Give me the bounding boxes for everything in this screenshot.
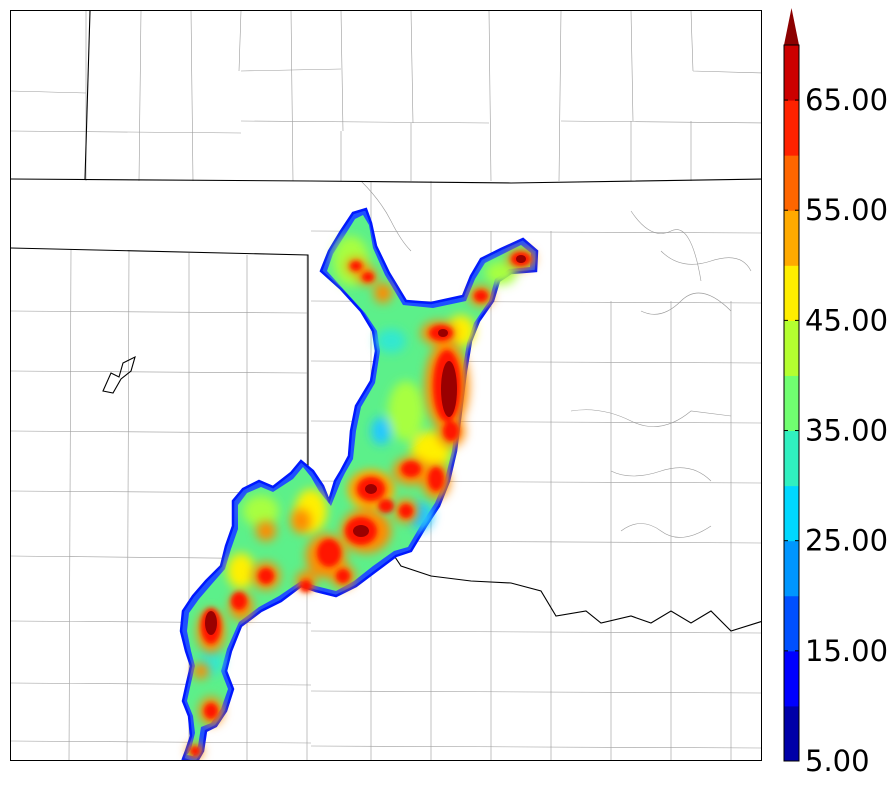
colorbar-band <box>784 265 799 321</box>
colorbar-tick-label: 5.00 <box>805 744 870 778</box>
colorbar-frame <box>783 44 800 762</box>
colorbar-band <box>784 540 799 597</box>
colorbar-ticks: 5.00 15.00 25.00 35.00 45.00 55.00 65.00 <box>784 83 888 778</box>
colorbar-bands <box>784 45 799 762</box>
colorbar-band <box>784 210 799 266</box>
map-panel <box>10 10 762 761</box>
colorbar-band <box>784 375 799 432</box>
colorbar-tick-label: 55.00 <box>805 193 888 227</box>
colorbar-band <box>784 320 799 376</box>
colorbar-band <box>784 595 799 652</box>
colorbar-tick-label: 35.00 <box>805 414 888 448</box>
colorbar-tick-label: 65.00 <box>805 83 888 117</box>
reflectivity-field <box>179 207 539 760</box>
colorbar-band <box>784 705 799 762</box>
colorbar-tick-label: 45.00 <box>805 303 888 337</box>
colorbar-band <box>784 155 799 211</box>
colorbar-extend-arrow <box>784 8 799 45</box>
colorbar-band <box>784 485 799 542</box>
colorbar-tick-label: 15.00 <box>805 634 888 668</box>
colorbar-band <box>784 45 799 101</box>
colorbar-band <box>784 650 799 707</box>
colorbar-band <box>784 430 799 487</box>
colorbar-tick-label: 25.00 <box>805 524 888 558</box>
colorbar-band <box>784 100 799 156</box>
map-canvas <box>11 11 761 760</box>
